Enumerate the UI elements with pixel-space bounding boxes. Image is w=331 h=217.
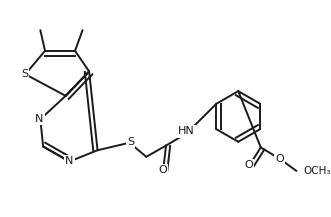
Text: O: O — [244, 160, 253, 170]
Text: O: O — [158, 165, 166, 175]
Text: OCH₃: OCH₃ — [303, 166, 330, 176]
Text: O: O — [275, 154, 284, 164]
Text: N: N — [35, 114, 44, 124]
Text: HN: HN — [178, 127, 195, 136]
Text: S: S — [127, 137, 134, 147]
Text: N: N — [65, 156, 73, 166]
Text: S: S — [21, 69, 28, 79]
